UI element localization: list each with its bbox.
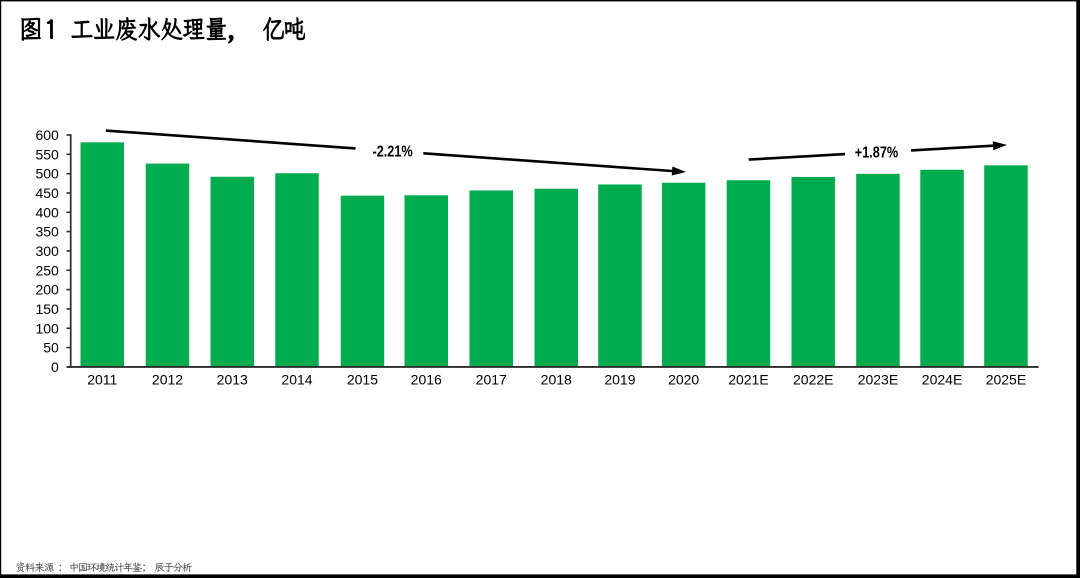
svg-text:200: 200	[35, 282, 59, 298]
svg-text:2020: 2020	[668, 372, 699, 388]
svg-text:2016: 2016	[411, 372, 442, 388]
svg-text:2014: 2014	[281, 372, 312, 388]
svg-text:2017: 2017	[476, 372, 507, 388]
svg-text:0: 0	[51, 359, 59, 375]
svg-text:2022E: 2022E	[793, 372, 833, 388]
svg-text:350: 350	[35, 224, 59, 240]
svg-text:450: 450	[35, 185, 59, 201]
svg-text:500: 500	[35, 166, 59, 182]
svg-text:2025E: 2025E	[986, 372, 1026, 388]
svg-text:2015: 2015	[347, 372, 378, 388]
svg-text:-2.21%: -2.21%	[372, 143, 413, 160]
svg-text:2024E: 2024E	[922, 372, 962, 388]
svg-text:50: 50	[43, 340, 59, 356]
svg-text:150: 150	[35, 301, 59, 317]
svg-text:2021E: 2021E	[728, 372, 768, 388]
svg-text:250: 250	[35, 262, 59, 278]
svg-text:400: 400	[35, 204, 59, 220]
svg-text:2012: 2012	[152, 372, 183, 388]
svg-text:+1.87%: +1.87%	[855, 144, 899, 161]
svg-text:2011: 2011	[87, 372, 117, 388]
svg-text:2019: 2019	[604, 372, 635, 388]
svg-text:300: 300	[35, 243, 59, 259]
svg-text:2018: 2018	[541, 372, 572, 388]
svg-text:600: 600	[35, 127, 59, 143]
svg-text:550: 550	[35, 146, 59, 162]
svg-text:100: 100	[35, 320, 59, 336]
svg-text:2013: 2013	[217, 372, 248, 388]
svg-text:2023E: 2023E	[858, 372, 898, 388]
